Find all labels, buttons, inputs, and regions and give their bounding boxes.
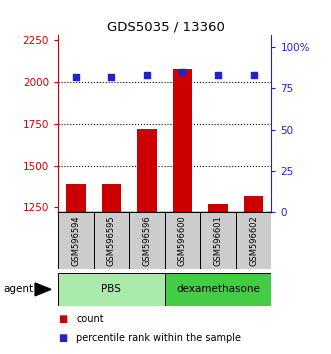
- Bar: [208, 204, 228, 354]
- Text: count: count: [76, 314, 104, 324]
- Point: [180, 69, 185, 75]
- Bar: [93, 212, 129, 269]
- Point: [215, 72, 221, 78]
- Bar: [66, 184, 85, 354]
- Point: [73, 74, 78, 80]
- Text: dexamethasone: dexamethasone: [176, 284, 260, 295]
- Text: GSM596601: GSM596601: [213, 215, 222, 266]
- Text: GSM596595: GSM596595: [107, 215, 116, 266]
- Bar: [58, 212, 93, 269]
- Bar: [129, 212, 165, 269]
- Bar: [244, 196, 263, 354]
- Bar: [58, 273, 165, 306]
- Bar: [236, 212, 271, 269]
- Text: agent: agent: [3, 284, 33, 295]
- Point: [109, 74, 114, 80]
- Text: GDS5035 / 13360: GDS5035 / 13360: [107, 20, 224, 33]
- Point: [144, 72, 150, 78]
- Text: GSM596602: GSM596602: [249, 215, 258, 266]
- Bar: [102, 184, 121, 354]
- Text: GSM596596: GSM596596: [142, 215, 151, 266]
- Text: ■: ■: [58, 314, 67, 324]
- Bar: [137, 129, 157, 354]
- Text: percentile rank within the sample: percentile rank within the sample: [76, 333, 241, 343]
- Bar: [173, 69, 192, 354]
- Text: GSM596594: GSM596594: [71, 215, 80, 266]
- Polygon shape: [35, 283, 51, 296]
- Point: [251, 72, 256, 78]
- Bar: [200, 212, 236, 269]
- Text: PBS: PBS: [101, 284, 121, 295]
- Bar: [165, 273, 271, 306]
- Text: ■: ■: [58, 333, 67, 343]
- Text: GSM596600: GSM596600: [178, 215, 187, 266]
- Bar: [165, 212, 200, 269]
